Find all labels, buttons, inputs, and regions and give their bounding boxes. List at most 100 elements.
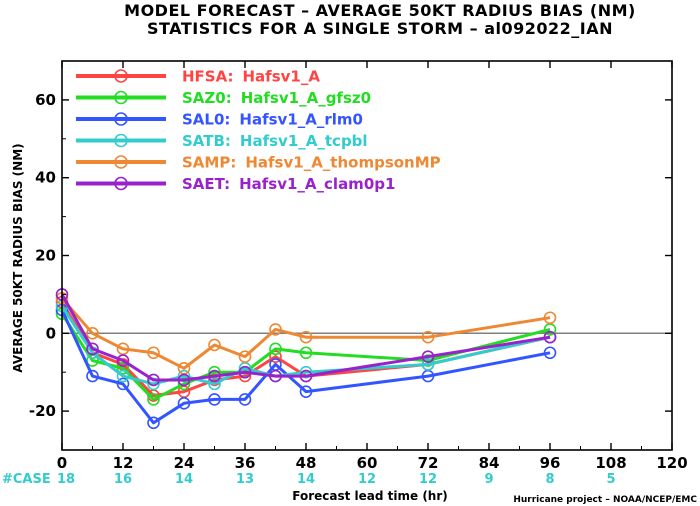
case-count-label: 14 — [175, 472, 193, 487]
legend-name: Hafsv1_A_gfsz0 — [241, 89, 371, 107]
series-6-point — [86, 342, 99, 356]
legend-name: Hafsv1_A_rlm0 — [239, 111, 363, 129]
chart-title-line-2: STATISTICS FOR A SINGLE STORM – al092022… — [147, 19, 613, 38]
series-6-point — [543, 330, 557, 344]
y-tick-label: 20 — [35, 247, 56, 265]
x-tick-label: 108 — [595, 454, 626, 472]
case-count-label: 12 — [419, 472, 437, 487]
series-6-point — [208, 369, 221, 383]
legend-item-2: SAZ0: Hafsv1_A_gfsz0 — [76, 89, 371, 107]
series-line-5 — [60, 297, 551, 370]
series-5-point — [269, 323, 282, 336]
series-6-point — [177, 373, 191, 387]
series-line-1 — [60, 301, 551, 397]
series-5-point — [299, 330, 313, 344]
credit-text: Hurricane project – NOAA/NCEP/EMC — [513, 495, 697, 505]
x-tick-label: 12 — [113, 454, 134, 472]
series-2-point — [147, 393, 160, 406]
legend-code: HFSA: — [182, 68, 234, 86]
series-2-point — [269, 342, 282, 356]
series-line-3 — [60, 309, 551, 425]
legend-name: Hafsv1_A_tcpbl — [240, 132, 368, 150]
plot-area: 0 12 24 36 48 60 72 84 96 108 120 -20 0 20 40 60 #CASE 18… — [2, 60, 688, 487]
legend-marker — [114, 90, 128, 105]
series-4-point — [299, 365, 313, 379]
case-count-label: 18 — [57, 472, 75, 487]
legend-item-5: SAMP: Hafsv1_A_thompsonMP — [76, 154, 441, 172]
y-axis-label: AVERAGE 50KT RADIUS BIAS (NM) — [11, 143, 25, 372]
x-tick-label: 96 — [540, 454, 561, 472]
x-tick-label: 24 — [174, 454, 195, 472]
series-6-point — [299, 369, 313, 383]
series-4-point — [421, 358, 435, 371]
series-6-point — [147, 373, 160, 387]
legend-code: SATB: — [182, 132, 231, 150]
y-tick-label: 40 — [35, 169, 56, 187]
legend-code: SAZ0: — [182, 89, 232, 107]
series-6-point — [421, 350, 435, 363]
series-3-point — [147, 416, 160, 430]
case-count-label: 16 — [114, 472, 132, 487]
legend-marker — [114, 112, 128, 126]
case-count-label: 12 — [358, 472, 376, 487]
case-count-label: 9 — [484, 472, 493, 487]
series-1-point — [269, 350, 282, 363]
legend-name: Hafsv1_A_clam0p1 — [239, 175, 395, 193]
series-5-point — [543, 311, 557, 325]
y-tick-label: 0 — [46, 324, 56, 342]
legend-code: SAL0: — [182, 111, 230, 129]
x-tick-label: 36 — [235, 454, 256, 472]
x-tick-label: 120 — [656, 454, 687, 472]
legend-marker — [114, 176, 128, 191]
series-2-point — [299, 346, 313, 360]
series-5-point — [238, 350, 252, 363]
x-tick-label: 48 — [296, 454, 317, 472]
series-3-point — [208, 393, 221, 406]
case-count-label: 14 — [297, 472, 315, 487]
legend-code: SAET: — [182, 175, 230, 193]
series-5-point — [421, 330, 435, 344]
series-5-point — [86, 326, 99, 340]
series-line-2 — [60, 313, 551, 401]
series-3-point — [299, 385, 313, 398]
series-6-point — [238, 365, 252, 379]
series-2-point — [116, 362, 130, 375]
series-line-4 — [60, 305, 551, 386]
series-4-point — [177, 369, 191, 383]
x-tick-label: 72 — [418, 454, 439, 472]
series-5-point — [147, 346, 160, 360]
legend-marker — [114, 69, 128, 83]
case-count-label: 5 — [606, 472, 615, 487]
series-4-point — [208, 377, 221, 391]
x-axis-label: Forecast lead time (hr) — [292, 489, 448, 503]
x-tick-label: 84 — [479, 454, 500, 472]
series-5-point — [208, 338, 221, 352]
y-tick-label: 60 — [35, 91, 56, 109]
chart-title-line-1: MODEL FORECAST – AVERAGE 50KT RADIUS BIA… — [124, 1, 636, 20]
legend-item-3: SAL0: Hafsv1_A_rlm0 — [76, 111, 363, 129]
series-6-point — [116, 354, 130, 367]
legend-marker — [114, 133, 128, 148]
series-3-point — [238, 393, 252, 406]
series-2-point — [421, 354, 435, 367]
legend-item-6: SAET: Hafsv1_A_clam0p1 — [76, 175, 395, 193]
case-count-label: 13 — [236, 472, 254, 487]
x-tick-label: 0 — [57, 454, 67, 472]
legend-marker — [114, 155, 128, 169]
legend-item-4: SATB: Hafsv1_A_tcpbl — [76, 132, 368, 150]
case-count-label: 8 — [545, 472, 554, 487]
series-3-point — [86, 369, 99, 383]
series-4-point — [116, 369, 130, 383]
series-line-6 — [60, 293, 551, 382]
series-2-point — [177, 377, 191, 391]
x-tick-label: 60 — [357, 454, 378, 472]
legend-item-1: HFSA: Hafsv1_A — [76, 68, 320, 86]
series-3-point — [543, 346, 557, 360]
series-3-point — [116, 377, 130, 391]
series-6-point — [269, 369, 282, 383]
y-tick-label: -20 — [29, 402, 56, 420]
legend-name: Hafsv1_A — [243, 68, 321, 86]
legend-name: Hafsv1_A_thompsonMP — [245, 154, 440, 172]
legend-code: SAMP: — [182, 154, 236, 172]
